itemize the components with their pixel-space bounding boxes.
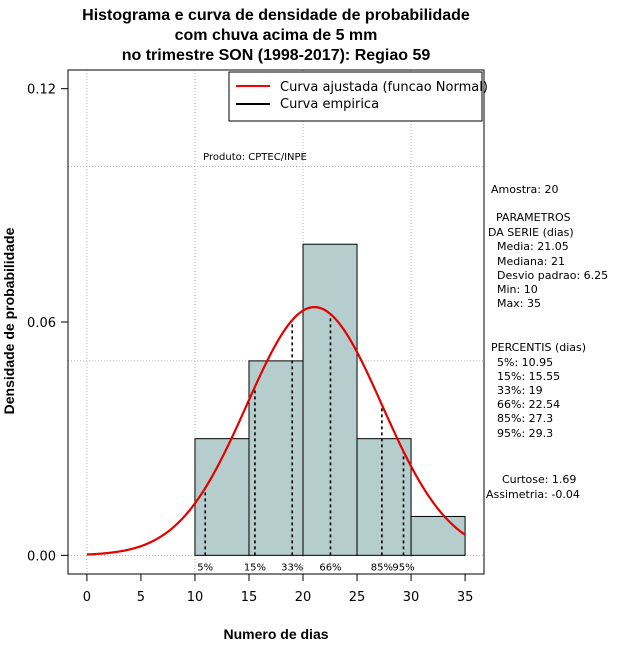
percentis-title: PERCENTIS (dias): [491, 341, 586, 354]
chart-title-line-1: Histograma e curva de densidade de proba…: [82, 7, 470, 24]
x-axis: 0 5 10 15 20 25 30 35: [83, 573, 474, 605]
histogram-bar-3: [356, 438, 412, 556]
histogram-bar-1: [248, 360, 304, 556]
stat-skewness: Assimetria: -0.04: [486, 488, 580, 501]
histogram-bars: [194, 243, 466, 556]
stat-mean: Media: 21.05: [497, 240, 569, 253]
legend: Curva ajustada (funcao Normal) Curva emp…: [228, 71, 488, 122]
percentile-label-5: 95%: [392, 562, 414, 573]
stat-p33: 33%: 19: [497, 384, 543, 397]
density-curve: [86, 306, 466, 556]
stat-max: Max: 35: [497, 297, 541, 310]
x-tick-label-6: 30: [403, 590, 420, 605]
percentile-label-0: 5%: [197, 562, 213, 573]
chart-title-line-3: no trimestre SON (1998-2017): Regiao 59: [122, 47, 431, 64]
x-tick-label-2: 10: [187, 590, 204, 605]
histogram-bar-2: [302, 243, 358, 556]
x-tick-label-7: 35: [457, 590, 474, 605]
stat-p5: 5%: 10.95: [497, 356, 553, 369]
x-tick-label-3: 15: [241, 590, 258, 605]
params-title: PARAMETROS: [496, 211, 571, 224]
stat-stddev: Desvio padrao: 6.25: [497, 269, 608, 282]
legend-box: [228, 71, 483, 122]
percentile-label-1: 15%: [244, 562, 266, 573]
stats-panel: Amostra: 20 PARAMETROS DA SERIE (dias) M…: [486, 183, 608, 501]
stat-p66: 66%: 22.54: [497, 398, 560, 411]
y-axis-title: Densidade de probabilidade: [1, 227, 17, 414]
normal-density-curve: [86, 306, 466, 556]
percentile-label-3: 66%: [319, 562, 341, 573]
stat-kurtosis: Curtose: 1.69: [502, 473, 576, 486]
chart-title-line-2: com chuva acima de 5 mm: [175, 27, 378, 44]
params-subtitle: DA SERIE (dias): [488, 226, 574, 239]
y-tick-label-0: 0.00: [27, 549, 56, 564]
stat-p85: 85%: 27.3: [497, 412, 553, 425]
x-tick-label-0: 0: [83, 590, 91, 605]
product-label: Produto: CPTEC/INPE: [203, 152, 307, 163]
sample-size: Amostra: 20: [491, 183, 558, 196]
x-tick-label-4: 20: [295, 590, 312, 605]
stat-p15: 15%: 15.55: [497, 370, 560, 383]
x-tick-label-1: 5: [137, 590, 145, 605]
y-tick-label-1: 0.06: [27, 316, 56, 331]
percentile-label-4: 85%: [371, 562, 393, 573]
percentile-lines: 5% 15% 33% 66% 85% 95%: [197, 314, 415, 573]
legend-label-empirical: Curva empirica: [280, 97, 379, 112]
stat-min: Min: 10: [497, 283, 538, 296]
percentile-label-2: 33%: [281, 562, 303, 573]
stat-p95: 95%: 29.3: [497, 427, 553, 440]
y-tick-label-2: 0.12: [27, 83, 56, 98]
x-axis-title: Numero de dias: [223, 626, 328, 642]
histogram-bar-4: [410, 515, 466, 556]
legend-label-normal: Curva ajustada (funcao Normal): [280, 80, 488, 95]
x-tick-label-5: 25: [349, 590, 366, 605]
stat-median: Mediana: 21: [497, 255, 565, 268]
y-axis: 0.00 0.06 0.12: [27, 83, 69, 564]
